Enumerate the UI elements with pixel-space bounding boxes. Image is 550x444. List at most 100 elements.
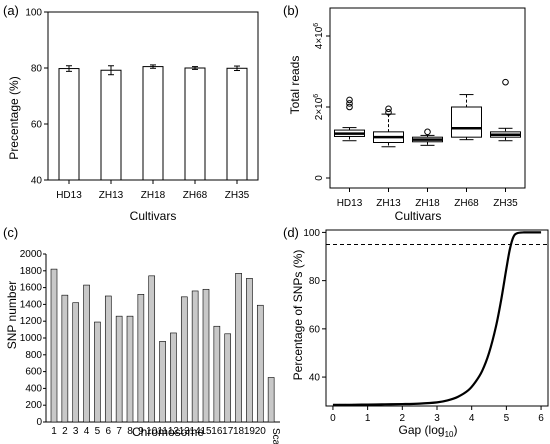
panel-b-xtick-label: ZH35 — [493, 198, 518, 209]
panel-d-ytick-label: 100 — [303, 228, 320, 239]
panel-c-xtick-label: 4 — [84, 426, 90, 437]
panel-c-xtick-label: 18 — [233, 426, 245, 437]
panel-d-line-chart: 40 60 80 100 0 1 2 3 4 5 6 — [303, 228, 549, 424]
panel-c-bar — [61, 294, 69, 423]
panel-c-xtick-label: 8 — [127, 426, 133, 437]
panel-c-ylabel: SNP number — [5, 281, 19, 349]
panel-c-bar — [246, 278, 253, 423]
panel-d-xlabel-end: ) — [453, 423, 457, 437]
panel-c-xtick-label: 14 — [190, 426, 202, 437]
panel-b-outlier — [502, 78, 509, 86]
panel-c-bar — [180, 296, 188, 423]
panel-c-bar — [213, 325, 221, 423]
panel-b-ytick-mantissa: 0 — [314, 175, 325, 181]
panel-d-ytick-label: 40 — [309, 373, 321, 384]
panel-c-label: (c) — [3, 225, 18, 240]
panel-d-frame — [325, 229, 549, 407]
panel-c-xtick-label: 3 — [73, 426, 79, 437]
panel-b-label: (b) — [283, 3, 299, 18]
panel-c-xtick-label: 7 — [116, 426, 122, 437]
panel-d-xtick-label: 6 — [538, 413, 544, 424]
panel-a-xlabel: Cultivars — [130, 209, 177, 223]
panel-a-xtick-label: ZH35 — [225, 190, 250, 201]
panel-c-bar — [115, 315, 123, 423]
panel-c-bar — [72, 302, 80, 423]
panel-c-xlabel: Chromosome — [132, 425, 204, 439]
panel-c-bar — [235, 273, 242, 423]
panel-a-ytick-label: 60 — [31, 120, 43, 131]
panel-a-bar — [100, 69, 122, 181]
panel-a-bar — [58, 68, 80, 181]
panel-c-xtick-label: 9 — [138, 426, 144, 437]
panel-c-ytick-label: 1400 — [20, 299, 43, 310]
panel-c-bar — [148, 275, 156, 423]
panel-d-xtick-label: 3 — [434, 413, 440, 424]
panel-d-xlabel-main: Gap (log — [399, 423, 445, 437]
panel-b-xtick-label: ZH68 — [454, 198, 479, 209]
panel-b-ytick-mantissa: 4×10 — [314, 26, 325, 49]
panel-b-outlier — [346, 100, 353, 107]
panel-a-bar-chart: 40 60 80 100 HD13 ZH13 ZH18 ZH68 ZH35 — [25, 8, 259, 201]
panel-c-bar — [104, 295, 112, 423]
panel-c-bar — [202, 288, 210, 423]
panel-d-xlabel-sub: 10 — [445, 430, 454, 439]
panel-b-outlier — [424, 128, 431, 136]
panel-a-ytick-label: 100 — [25, 8, 42, 19]
panel-a-ytick-label: 40 — [31, 176, 43, 187]
panel-d-xtick-label: 2 — [400, 413, 406, 424]
panel-c-ytick-label: 1200 — [20, 316, 43, 327]
panel-c-bar — [126, 315, 134, 423]
panel-c-xtick-label: 20 — [255, 426, 267, 437]
panel-c-ytick-label: 1600 — [20, 283, 43, 294]
panel-c-ytick-label: 800 — [25, 350, 42, 361]
panel-b-xtick-label: HD13 — [337, 198, 363, 209]
panel-d-xtick-label: 4 — [469, 413, 475, 424]
panel-c-xtick-label: 11 — [157, 426, 168, 437]
panel-b-ytick-exponent: 6 — [313, 23, 320, 27]
panel-c-bar — [83, 284, 90, 423]
panel-d-ylabel: Percentage of SNPs (%) — [291, 250, 305, 381]
panel-d-xtick-label: 0 — [330, 413, 336, 424]
panel-c-bar — [94, 321, 101, 423]
panel-c-bar — [256, 304, 264, 423]
panel-d-xlabel: Gap (log10) — [399, 423, 458, 439]
panel-b-frame — [329, 7, 526, 189]
panel-b-xlabel: Cultivars — [395, 209, 442, 223]
panel-c-xtick-label: 5 — [95, 426, 101, 437]
panel-c-bar — [50, 268, 58, 423]
panel-b-ytick-exponent: 6 — [313, 94, 320, 98]
panel-c-bar — [224, 333, 232, 423]
panel-c-ytick-label: 400 — [25, 383, 42, 394]
panel-a-xtick-label: ZH68 — [183, 190, 208, 201]
panel-c-xtick-label: 1 — [51, 426, 57, 437]
panel-c-ytick-label: 1800 — [20, 266, 43, 277]
panel-a-xtick-label: ZH13 — [99, 190, 124, 201]
panel-c-xtick-label: 13 — [179, 426, 191, 437]
panel-c-bar — [159, 341, 166, 423]
panel-b-xtick-label: ZH18 — [415, 198, 440, 209]
panel-b-xtick-label: ZH13 — [376, 198, 401, 209]
panel-c-xtick-label: 16 — [211, 426, 223, 437]
panel-b-ylabel: Total reads — [288, 56, 302, 115]
panel-d-label: (d) — [283, 225, 299, 240]
panel-a-bar — [226, 67, 248, 181]
panel-c-bar — [191, 290, 199, 423]
panel-c-xtick-label: 12 — [168, 426, 180, 437]
panel-a-ylabel: Precentage (%) — [7, 76, 21, 159]
panel-c-xtick-label: 2 — [62, 426, 68, 437]
panel-c-xtick-label: 6 — [106, 426, 112, 437]
panel-b-ytick-mantissa: 2×10 — [314, 97, 325, 120]
panel-b-outlier — [346, 103, 353, 111]
panel-c-xtick-label: Scaffold — [270, 428, 281, 444]
panel-a-bar — [142, 66, 164, 181]
panel-c-bar — [137, 294, 145, 423]
panel-c-ytick-label: 1000 — [20, 333, 43, 344]
panel-c-ytick-label: 2000 — [20, 249, 43, 260]
panel-b-ytick-label: 0 — [314, 175, 325, 181]
panel-c-xtick-label: 15 — [200, 426, 212, 437]
panel-b-ytick-label: 4×106 — [313, 23, 325, 50]
panel-c-xtick-label: 10 — [146, 426, 158, 437]
panel-d-ytick-label: 80 — [309, 276, 321, 287]
